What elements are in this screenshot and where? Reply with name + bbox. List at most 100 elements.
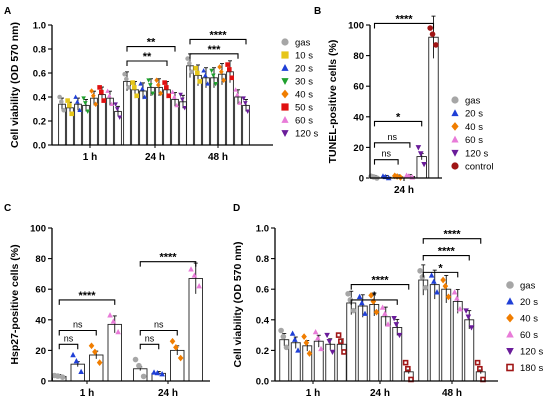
significance-bracket	[58, 343, 79, 350]
legend-label: 20 s	[465, 109, 483, 120]
panel-letter: B	[314, 6, 321, 17]
legend-marker	[281, 130, 289, 137]
data-point	[289, 330, 296, 336]
significance-label: ns	[145, 333, 155, 343]
legend-label: 60 s	[465, 135, 483, 146]
legend-marker	[451, 122, 459, 131]
y-tick-label: 0.0	[256, 377, 269, 388]
data-point	[88, 342, 95, 350]
data-point	[440, 276, 446, 284]
legend-label: 20 s	[295, 64, 313, 75]
data-point	[211, 73, 216, 78]
data-point	[173, 343, 179, 351]
x-tick-label: 24 h	[370, 388, 390, 399]
y-tick-label: 40	[35, 315, 46, 326]
data-point	[422, 284, 429, 291]
data-point	[136, 362, 142, 369]
data-point	[241, 96, 246, 101]
y-tick-label: 100	[348, 21, 364, 32]
data-point	[109, 101, 114, 107]
data-point	[130, 80, 135, 85]
data-point	[417, 151, 424, 157]
data-point	[417, 268, 423, 274]
data-point	[205, 81, 210, 86]
data-point	[187, 61, 192, 66]
data-point	[428, 272, 435, 278]
legend-label: gas	[465, 96, 481, 107]
data-point	[295, 347, 301, 353]
legend-marker	[281, 116, 289, 123]
data-point	[359, 299, 365, 306]
significance-label: ****	[159, 252, 177, 264]
significance-label: ****	[443, 229, 461, 241]
data-point	[433, 42, 439, 48]
legend-marker	[281, 64, 289, 71]
y-tick-label: 0.0	[33, 141, 46, 152]
y-tick-label: 0	[359, 174, 364, 185]
data-point	[225, 62, 230, 67]
significance-bracket	[422, 254, 470, 261]
panel-b: B 0 20 40 60 80 100 TUNEL-positive cells (%) 24 …	[314, 6, 494, 196]
legend-marker	[451, 96, 459, 104]
data-point	[235, 92, 240, 97]
data-point	[237, 100, 242, 105]
data-point	[370, 298, 377, 305]
significance-bracket	[422, 238, 482, 244]
legend-marker	[506, 347, 514, 356]
data-point	[370, 174, 377, 180]
data-point	[134, 93, 139, 99]
legend-marker	[506, 330, 514, 338]
data-point	[465, 314, 472, 320]
bar	[210, 77, 218, 146]
significance-label: ****	[438, 246, 456, 258]
significance-label: ns	[382, 149, 392, 159]
legend-label: 60 s	[295, 116, 313, 127]
data-point	[77, 107, 82, 113]
data-point	[306, 350, 313, 357]
data-point	[107, 93, 112, 98]
data-point	[217, 64, 222, 70]
data-point	[468, 325, 475, 331]
significance-bracket	[58, 329, 97, 336]
x-tick-label: 24 h	[158, 388, 178, 399]
data-point	[122, 71, 127, 77]
data-point	[421, 161, 427, 168]
data-point	[115, 328, 121, 335]
data-point	[405, 365, 411, 372]
legend-marker	[451, 135, 459, 143]
legend-marker	[506, 281, 514, 289]
panel-letter: C	[4, 203, 11, 214]
data-point	[59, 99, 64, 105]
panel-a: A 0.0 0.2 0.4 0.6 0.8 1.0 Cell viability (OD 57…	[4, 6, 318, 163]
legend-marker	[281, 89, 289, 99]
data-point	[55, 373, 61, 379]
y-tick-label: 0	[41, 377, 46, 388]
data-point	[326, 338, 333, 345]
data-point	[338, 338, 344, 345]
legend-label: 40 s	[520, 314, 538, 325]
data-point	[154, 369, 161, 376]
y-tick-label: 60	[35, 285, 46, 296]
significance-bracket	[373, 120, 423, 127]
data-point	[292, 336, 298, 342]
legend-marker	[451, 162, 459, 170]
data-point	[81, 96, 86, 101]
data-point	[219, 69, 224, 75]
data-point	[96, 359, 103, 366]
data-point	[201, 68, 206, 73]
data-point	[150, 91, 155, 96]
data-point	[99, 89, 104, 95]
data-point	[197, 79, 202, 84]
legend-label: 20 s	[520, 297, 538, 308]
significance-bracket	[350, 284, 410, 290]
data-point	[463, 308, 469, 314]
data-point	[193, 65, 198, 71]
legend-label: control	[465, 162, 494, 173]
data-point	[457, 306, 463, 312]
data-point	[362, 310, 368, 316]
y-tick-label: 40	[353, 112, 364, 123]
data-point	[213, 81, 218, 87]
legend-marker	[506, 297, 514, 305]
data-point	[227, 67, 232, 72]
significance-label: ****	[209, 29, 227, 41]
